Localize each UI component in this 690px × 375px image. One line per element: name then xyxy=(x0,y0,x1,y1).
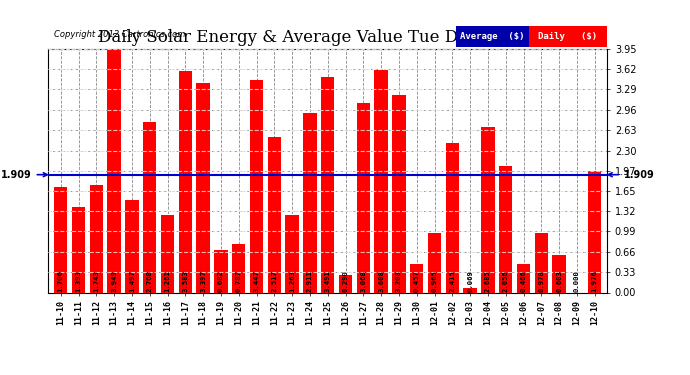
Bar xyxy=(321,77,335,292)
Text: 1.909: 1.909 xyxy=(609,170,655,180)
Text: 3.208: 3.208 xyxy=(396,270,402,292)
Text: 2.517: 2.517 xyxy=(271,270,277,292)
Text: 1.393: 1.393 xyxy=(76,270,81,292)
Bar xyxy=(339,274,352,292)
Text: 1.263: 1.263 xyxy=(289,270,295,292)
Bar xyxy=(456,26,529,47)
Text: 0.682: 0.682 xyxy=(218,270,224,292)
Text: 0.965: 0.965 xyxy=(431,270,437,292)
Bar xyxy=(535,232,548,292)
Bar xyxy=(232,244,246,292)
Text: 1.909: 1.909 xyxy=(1,170,47,180)
Bar xyxy=(143,122,157,292)
Text: 2.911: 2.911 xyxy=(307,270,313,292)
Text: 3.397: 3.397 xyxy=(200,270,206,292)
Bar xyxy=(90,185,103,292)
Text: 0.457: 0.457 xyxy=(414,270,420,292)
Bar xyxy=(529,26,607,47)
Bar xyxy=(410,264,424,292)
Text: 1.743: 1.743 xyxy=(93,270,99,292)
Bar xyxy=(126,200,139,292)
Text: 2.685: 2.685 xyxy=(485,270,491,292)
Bar xyxy=(215,251,228,292)
Bar xyxy=(304,113,317,292)
Bar xyxy=(481,127,495,292)
Bar xyxy=(588,171,602,292)
Bar xyxy=(357,103,370,292)
Text: 3.491: 3.491 xyxy=(325,270,331,292)
Text: 0.069: 0.069 xyxy=(467,270,473,292)
Bar xyxy=(446,144,459,292)
Bar xyxy=(375,70,388,292)
Text: 3.068: 3.068 xyxy=(360,270,366,292)
Bar xyxy=(499,166,513,292)
Bar xyxy=(393,94,406,292)
Bar xyxy=(250,80,263,292)
Text: 3.447: 3.447 xyxy=(253,270,259,292)
Text: 0.970: 0.970 xyxy=(538,270,544,292)
Text: Daily   ($): Daily ($) xyxy=(538,32,598,41)
Text: 3.608: 3.608 xyxy=(378,270,384,292)
Text: 1.261: 1.261 xyxy=(164,270,170,292)
Text: 2.768: 2.768 xyxy=(147,270,152,292)
Text: Average  ($): Average ($) xyxy=(460,32,525,41)
Text: 3.949: 3.949 xyxy=(111,270,117,292)
Text: 0.000: 0.000 xyxy=(574,270,580,292)
Text: 1.976: 1.976 xyxy=(592,270,598,292)
Bar xyxy=(161,214,175,292)
Bar xyxy=(108,49,121,292)
Text: 0.603: 0.603 xyxy=(556,270,562,292)
Bar xyxy=(428,233,441,292)
Bar xyxy=(179,71,192,292)
Text: 0.787: 0.787 xyxy=(236,270,241,292)
Bar xyxy=(268,137,281,292)
Bar xyxy=(72,207,86,292)
Text: 1.706: 1.706 xyxy=(58,270,63,292)
Text: Copyright 2012 Cartronics.com: Copyright 2012 Cartronics.com xyxy=(54,30,185,39)
Bar xyxy=(54,187,68,292)
Text: 2.056: 2.056 xyxy=(503,270,509,292)
Bar xyxy=(286,214,299,292)
Text: 0.466: 0.466 xyxy=(520,270,526,292)
Text: 1.497: 1.497 xyxy=(129,270,135,292)
Text: 2.415: 2.415 xyxy=(449,270,455,292)
Bar xyxy=(517,264,530,292)
Text: 0.290: 0.290 xyxy=(342,270,348,292)
Title: Daily Solar Energy & Average Value Tue Dec 11 07:15: Daily Solar Energy & Average Value Tue D… xyxy=(98,29,558,46)
Bar xyxy=(197,83,210,292)
Bar xyxy=(553,255,566,292)
Text: 3.583: 3.583 xyxy=(182,270,188,292)
Bar xyxy=(464,288,477,292)
